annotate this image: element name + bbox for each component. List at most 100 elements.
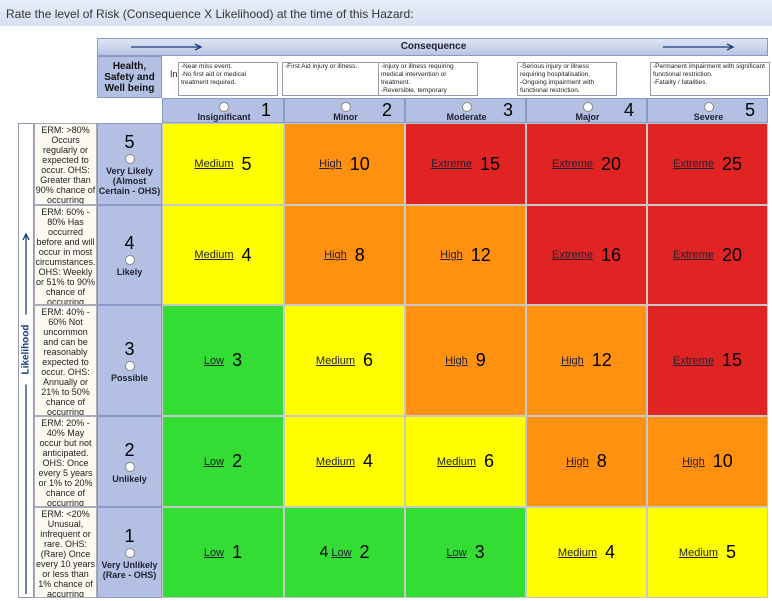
risk-cell: Extreme 20 <box>647 205 768 305</box>
risk-score: 9 <box>475 350 486 370</box>
risk-cell: Medium 4 <box>284 416 405 507</box>
consequence-number: 3 <box>503 100 514 120</box>
consequence-description: -Permanent impairment with significant f… <box>650 62 770 96</box>
consequence-header: Moderate 3 <box>405 98 526 123</box>
risk-score: 20 <box>600 153 621 174</box>
risk-score: 6 <box>484 451 495 471</box>
description-line: -Ongoing impairment with functional rest… <box>520 79 595 94</box>
radio-button[interactable] <box>124 461 135 472</box>
risk-score: 4 <box>363 451 374 471</box>
risk-score: 3 <box>474 542 485 562</box>
radio-button[interactable] <box>703 102 714 112</box>
description-line: -Injury or illness requiring medical int… <box>381 63 454 86</box>
likelihood-name: Unlikely <box>112 473 147 484</box>
risk-cell: Extreme 20 <box>526 123 647 205</box>
risk-label[interactable]: Low <box>331 546 352 559</box>
radio-button[interactable] <box>219 102 229 112</box>
risk-label[interactable]: High <box>566 455 589 468</box>
description-line: -No first aid or medical treatment requi… <box>181 71 247 86</box>
risk-label[interactable]: Medium <box>194 249 234 261</box>
risk-score: 12 <box>591 350 612 370</box>
risk-score: 16 <box>600 244 621 265</box>
risk-label[interactable]: High <box>561 354 584 367</box>
consequence-bar: Consequence <box>97 38 768 56</box>
header-bar: Rate the level of Risk (Consequence X Li… <box>0 0 772 26</box>
category-label: Health, Safety and Well being <box>104 60 155 94</box>
risk-label[interactable]: High <box>682 455 705 468</box>
risk-label[interactable]: Extreme <box>673 158 714 170</box>
likelihood-level: 4 Likely <box>97 205 162 305</box>
consequence-description: -Serious injury or illness requiring hos… <box>517 62 617 96</box>
likelihood-number: 1 <box>124 525 135 546</box>
risk-cell: Medium 5 <box>162 123 284 205</box>
radio-button[interactable] <box>124 154 135 164</box>
risk-score: 6 <box>363 350 374 370</box>
radio-button[interactable] <box>124 255 135 265</box>
risk-cell: Low 3 <box>162 305 284 416</box>
risk-label[interactable]: Medium <box>436 455 477 468</box>
risk-label[interactable]: Low <box>203 455 225 468</box>
risk-cell: Medium 6 <box>405 416 526 507</box>
risk-cell: High 12 <box>405 205 526 305</box>
risk-cell: High 8 <box>526 416 647 507</box>
risk-label[interactable]: Medium <box>315 354 356 367</box>
consequence-header: Minor 2 <box>284 98 405 123</box>
risk-score: 20 <box>721 244 742 265</box>
risk-score: 5 <box>241 153 252 174</box>
risk-label[interactable]: Low <box>203 546 225 559</box>
risk-score: 1 <box>232 542 243 562</box>
likelihood-number: 2 <box>124 439 135 460</box>
risk-label[interactable]: Medium <box>678 546 719 559</box>
likelihood-level: 2 Unlikely <box>97 416 162 507</box>
likelihood-number: 3 <box>124 338 135 359</box>
consequence-name: Minor <box>333 112 358 122</box>
risk-label[interactable]: Extreme <box>673 249 714 261</box>
risk-label[interactable]: Extreme <box>552 158 593 170</box>
risk-cell: High 12 <box>526 305 647 416</box>
risk-label[interactable]: Medium <box>315 455 356 468</box>
consequence-number: 4 <box>624 100 635 120</box>
risk-label[interactable]: High <box>324 249 347 261</box>
consequence-description: -Injury or illness requiring medical int… <box>378 62 478 96</box>
risk-score: 4 <box>241 244 252 265</box>
likelihood-level: 1 Very Unlikely (Rare - OHS) <box>97 507 162 598</box>
risk-cell: High 10 <box>647 416 768 507</box>
risk-label[interactable]: Extreme <box>673 354 714 367</box>
risk-cell: Medium 5 <box>647 507 768 598</box>
risk-label[interactable]: High <box>319 158 342 170</box>
risk-score: 3 <box>232 350 243 370</box>
risk-score: 12 <box>470 244 491 265</box>
risk-cell: High 9 <box>405 305 526 416</box>
radio-button[interactable] <box>124 360 135 371</box>
risk-cell: High 10 <box>284 123 405 205</box>
category-fragment: In <box>170 69 178 79</box>
risk-score: 15 <box>479 153 500 174</box>
likelihood-name: Possible <box>110 372 148 383</box>
arrows <box>131 43 735 51</box>
radio-button[interactable] <box>582 102 593 112</box>
erm-description: ERM: >80% Occurs regularly or expected t… <box>34 123 97 205</box>
radio-button[interactable] <box>461 102 472 112</box>
description-line: -Serious injury or illness requiring hos… <box>520 63 591 78</box>
risk-label[interactable]: Low <box>203 354 225 367</box>
radio-button[interactable] <box>340 102 351 112</box>
radio-button[interactable] <box>124 547 135 558</box>
likelihood-name: Likely <box>116 267 143 277</box>
risk-label[interactable]: Extreme <box>431 158 472 170</box>
risk-score: 2 <box>232 451 243 471</box>
risk-label[interactable]: Extreme <box>552 249 593 261</box>
risk-cell: Extreme 15 <box>647 305 768 416</box>
likelihood-axis: Likelihood <box>18 123 34 598</box>
risk-label[interactable]: Medium <box>194 158 234 170</box>
risk-label[interactable]: High <box>440 249 463 261</box>
consequence-name: Moderate <box>446 112 487 122</box>
erm-description: ERM: 20% - 40% May occur but not anticip… <box>34 416 97 507</box>
risk-label[interactable]: Low <box>446 546 467 559</box>
consequence-number: 2 <box>382 100 393 120</box>
consequence-header: Major 4 <box>526 98 647 123</box>
risk-label[interactable]: High <box>445 354 468 367</box>
risk-label[interactable]: Medium <box>557 546 598 559</box>
likelihood-name: Very Unlikely (Rare - OHS) <box>101 559 158 580</box>
consequence-number: 1 <box>261 100 272 120</box>
